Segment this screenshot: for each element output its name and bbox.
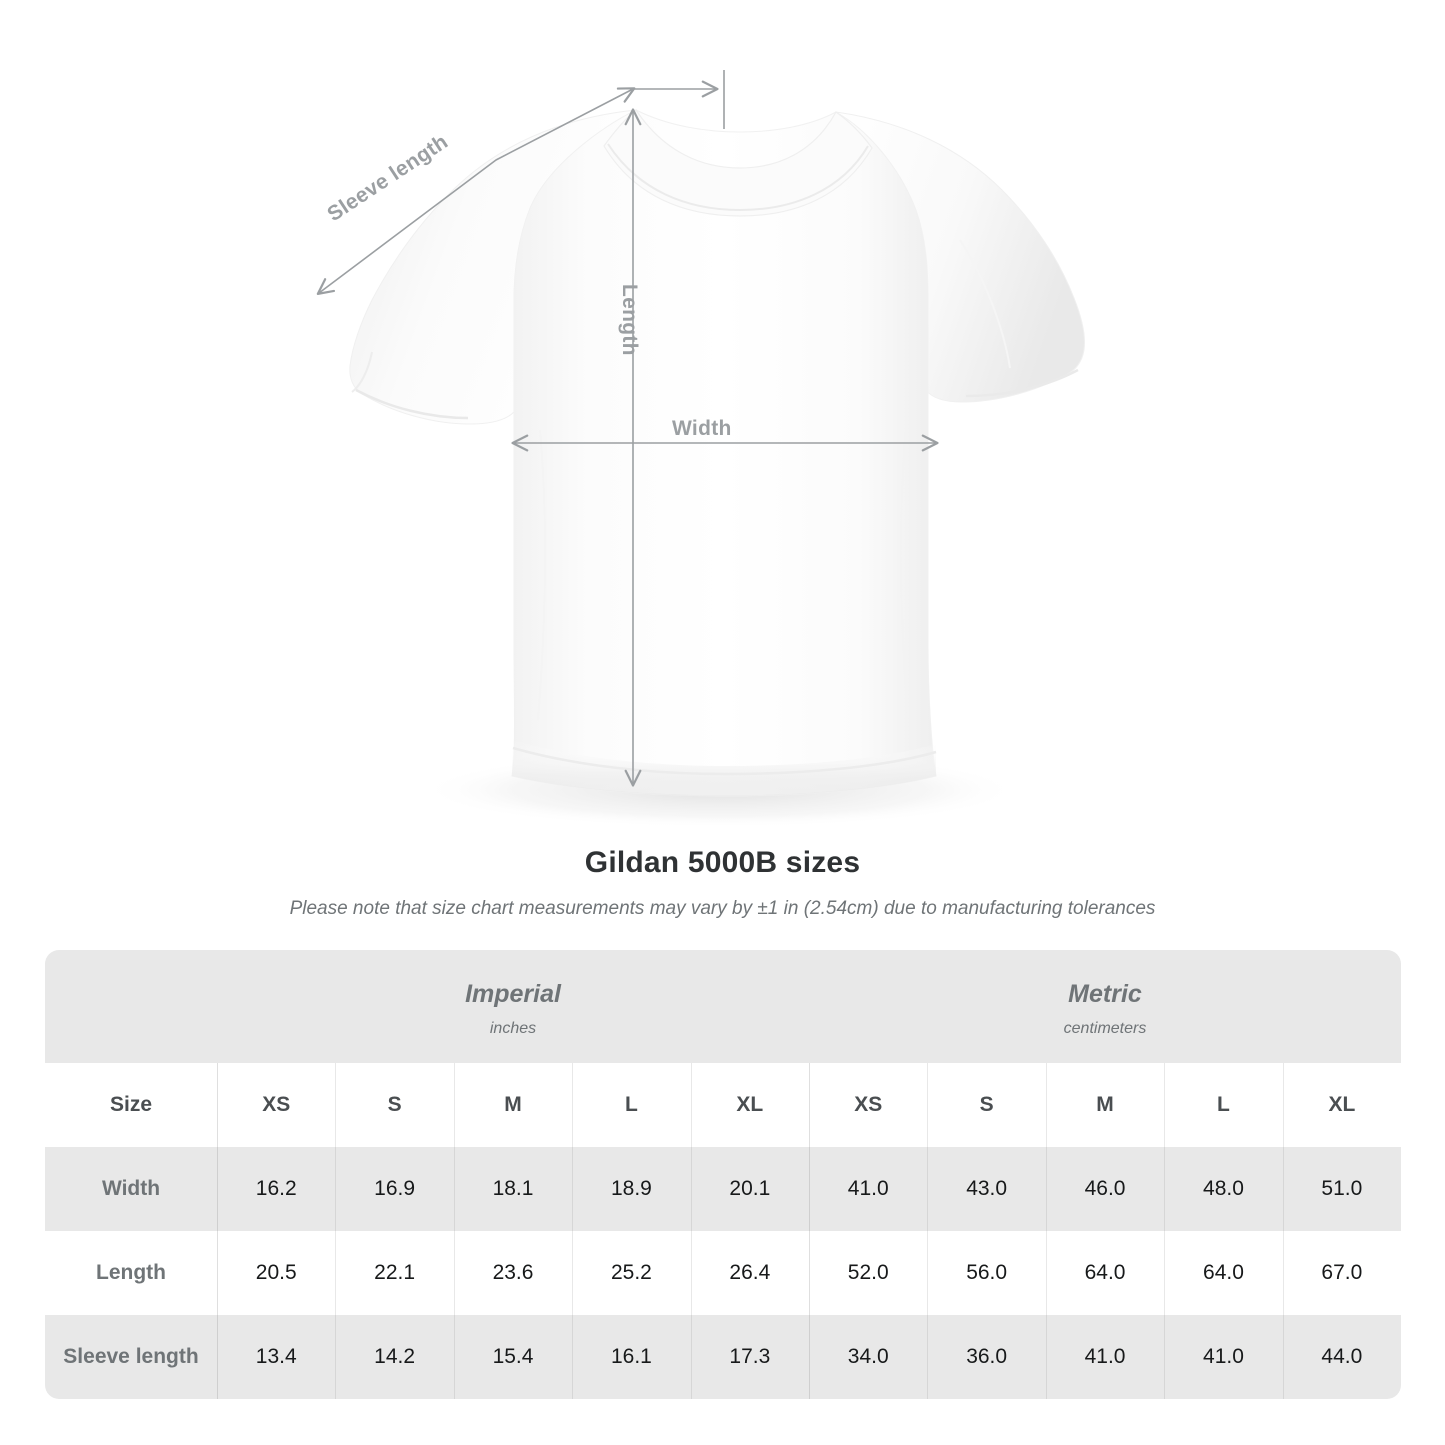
cell-sleeve-metric-s: 36.0 — [927, 1315, 1045, 1399]
cell-width-imperial-s: 16.9 — [335, 1147, 453, 1231]
unit-group-imperial-name: Imperial — [465, 980, 561, 1009]
col-header-imperial-s: S — [335, 1063, 453, 1147]
cell-sleeve-metric-m: 41.0 — [1045, 1315, 1164, 1399]
tshirt-measurement-diagram: Sleeve length Length Width — [316, 70, 1085, 828]
title-block: Gildan 5000B sizes Please note that size… — [0, 845, 1445, 922]
unit-group-metric-sub: centimeters — [1063, 1020, 1147, 1038]
unit-header-spacer — [45, 950, 217, 1063]
table-row: Sleeve length 13.4 14.2 15.4 16.1 17.3 3… — [45, 1315, 1401, 1399]
col-header-metric-m: M — [1045, 1063, 1164, 1147]
cell-length-imperial-xl: 26.4 — [690, 1231, 809, 1315]
row-label-width: Width — [101, 1177, 161, 1200]
cell-sleeve-metric-xs: 34.0 — [809, 1315, 927, 1399]
cell-length-metric-l: 64.0 — [1164, 1231, 1282, 1315]
cell-sleeve-metric-l: 41.0 — [1164, 1315, 1282, 1399]
tshirt-illustration — [316, 70, 1085, 828]
shoulder-reference-arrow — [633, 70, 725, 129]
unit-group-imperial-sub: inches — [489, 1020, 537, 1038]
row-label-sleeve-length: Sleeve length — [63, 1345, 199, 1368]
cell-width-imperial-xl: 20.1 — [690, 1147, 809, 1231]
table-row: Width 16.2 16.9 18.1 18.9 20.1 41.0 43.0… — [45, 1147, 1401, 1231]
col-header-metric-s: S — [927, 1063, 1045, 1147]
cell-width-metric-xl: 51.0 — [1282, 1147, 1401, 1231]
cell-length-imperial-l: 25.2 — [572, 1231, 690, 1315]
size-header-row: Size XS S M L XL XS S M L XL — [45, 1063, 1401, 1147]
col-header-metric-xs: XS — [809, 1063, 927, 1147]
unit-group-header-row: Imperial inches Metric centimeters — [45, 950, 1401, 1063]
col-header-imperial-xl: XL — [690, 1063, 809, 1147]
table-row: Length 20.5 22.1 23.6 25.2 26.4 52.0 56.… — [45, 1231, 1401, 1315]
cell-sleeve-imperial-xs: 13.4 — [217, 1315, 335, 1399]
col-header-metric-l: L — [1164, 1063, 1282, 1147]
size-chart-table: Imperial inches Metric centimeters Size … — [45, 950, 1401, 1399]
cell-length-imperial-m: 23.6 — [453, 1231, 572, 1315]
unit-group-metric-name: Metric — [1068, 980, 1142, 1009]
cell-width-imperial-xs: 16.2 — [217, 1147, 335, 1231]
cell-length-metric-xl: 67.0 — [1282, 1231, 1401, 1315]
cell-width-imperial-m: 18.1 — [453, 1147, 572, 1231]
cell-length-imperial-xs: 20.5 — [217, 1231, 335, 1315]
cell-length-imperial-s: 22.1 — [335, 1231, 453, 1315]
cell-width-imperial-l: 18.9 — [572, 1147, 690, 1231]
cell-sleeve-imperial-l: 16.1 — [572, 1315, 690, 1399]
col-header-imperial-xs: XS — [217, 1063, 335, 1147]
size-corner-label: Size — [109, 1093, 153, 1116]
col-header-imperial-m: M — [453, 1063, 572, 1147]
cell-sleeve-imperial-s: 14.2 — [335, 1315, 453, 1399]
col-header-metric-xl: XL — [1282, 1063, 1401, 1147]
cell-sleeve-imperial-xl: 17.3 — [690, 1315, 809, 1399]
cell-length-metric-s: 56.0 — [927, 1231, 1045, 1315]
cell-sleeve-metric-xl: 44.0 — [1282, 1315, 1401, 1399]
cell-width-metric-s: 43.0 — [927, 1147, 1045, 1231]
page-title: Gildan 5000B sizes — [584, 846, 861, 879]
cell-sleeve-imperial-m: 15.4 — [453, 1315, 572, 1399]
tolerance-note: Please note that size chart measurements… — [289, 898, 1156, 919]
length-label: Length — [618, 284, 641, 356]
cell-length-metric-m: 64.0 — [1045, 1231, 1164, 1315]
row-label-length: Length — [96, 1261, 166, 1284]
cell-width-metric-m: 46.0 — [1045, 1147, 1164, 1231]
col-header-imperial-l: L — [572, 1063, 690, 1147]
unit-group-metric: Metric centimeters — [809, 950, 1401, 1063]
cell-width-metric-xs: 41.0 — [809, 1147, 927, 1231]
cell-length-metric-xs: 52.0 — [809, 1231, 927, 1315]
width-label: Width — [672, 417, 732, 440]
cell-width-metric-l: 48.0 — [1164, 1147, 1282, 1231]
unit-group-imperial: Imperial inches — [217, 950, 809, 1063]
sleeve-length-dimension-line — [316, 87, 636, 295]
